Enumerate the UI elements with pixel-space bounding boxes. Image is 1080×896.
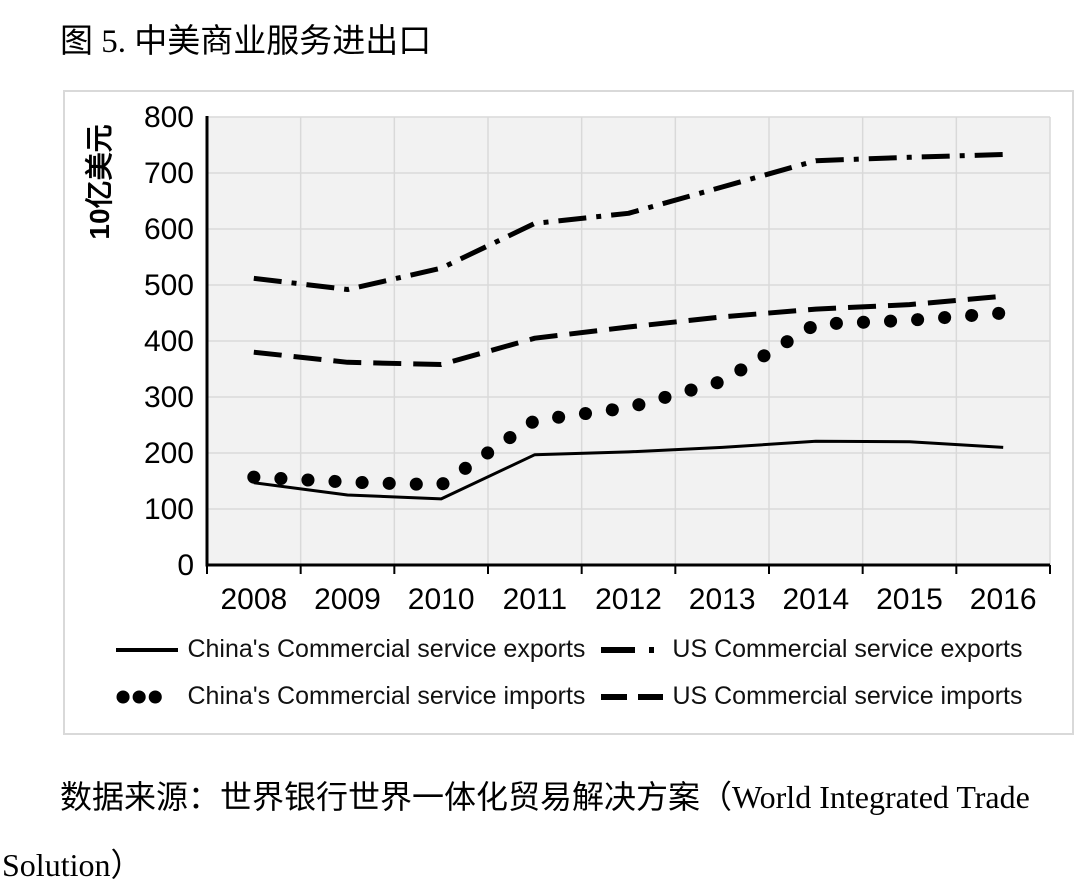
legend-marker-dashed-icon <box>601 693 664 700</box>
legend-label: US Commercial service imports <box>672 682 1023 710</box>
chart-canvas: 0 100 200 300 400 500 600 700 800 2008 2009 2010 201… <box>84 101 1051 616</box>
legend-marker-dotted-icon <box>116 690 177 703</box>
figure-title: 图 5. 中美商业服务进出口 <box>60 24 432 60</box>
legend-label: China's Commercial service exports <box>187 635 586 663</box>
y-tick-label: 800 <box>144 101 194 134</box>
legend-marker-solid-icon <box>116 647 179 652</box>
chart-frame: 0 100 200 300 400 500 600 700 800 2008 2009 2010 201… <box>63 90 1074 735</box>
y-tick-label: 500 <box>144 269 194 302</box>
x-tick-label: 2015 <box>876 583 943 616</box>
y-tick-label: 200 <box>144 437 194 470</box>
x-tick-label: 2009 <box>314 583 381 616</box>
legend-item: China's Commercial service imports <box>115 682 586 711</box>
x-tick-label: 2010 <box>408 583 475 616</box>
y-tick-label: 400 <box>144 325 194 358</box>
series-line-solid <box>253 439 1004 501</box>
y-tick-label: 700 <box>144 157 194 190</box>
x-tick-label: 2014 <box>782 583 849 616</box>
legend-label: China's Commercial service imports <box>187 682 586 710</box>
series-line-dashdot <box>253 152 1004 292</box>
y-tick-label: 600 <box>144 213 194 246</box>
source-note-line-1: 数据来源：世界银行世界一体化贸易解决方案（World Integrated Tr… <box>60 779 1030 815</box>
legend-item: US Commercial service imports <box>599 682 1023 711</box>
y-tick-label: 0 <box>177 549 194 582</box>
x-tick-label: 2008 <box>220 583 287 616</box>
legend-marker-dashdot-icon <box>601 646 664 653</box>
source-note-line-2: Solution） <box>2 847 143 883</box>
x-tick-label: 2016 <box>970 583 1037 616</box>
legend-item: US Commercial service exports <box>599 635 1023 664</box>
chart-legend-row-1: China's Commercial service exports US Com… <box>65 635 1072 664</box>
x-tick-label: 2011 <box>503 583 568 616</box>
y-tick-label: 100 <box>144 493 194 526</box>
chart-legend-row-2: China's Commercial service imports US Com… <box>65 682 1072 711</box>
legend-label: US Commercial service exports <box>672 635 1023 663</box>
series-line-dashed <box>253 293 1004 367</box>
legend-item: China's Commercial service exports <box>114 635 585 664</box>
y-tick-label: 300 <box>144 381 194 414</box>
x-tick-label: 2013 <box>689 583 756 616</box>
x-tick-label: 2012 <box>595 583 662 616</box>
y-axis-title: 10亿美元 <box>84 124 115 239</box>
